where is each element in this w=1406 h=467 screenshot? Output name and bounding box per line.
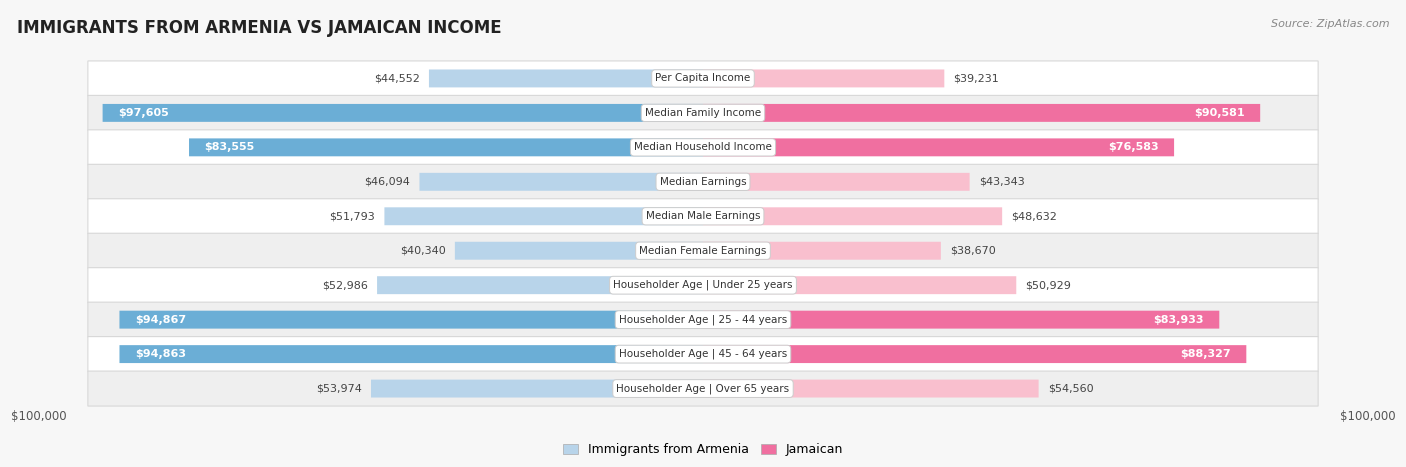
FancyBboxPatch shape [456, 242, 703, 260]
Text: IMMIGRANTS FROM ARMENIA VS JAMAICAN INCOME: IMMIGRANTS FROM ARMENIA VS JAMAICAN INCO… [17, 19, 502, 37]
Text: Median Female Earnings: Median Female Earnings [640, 246, 766, 256]
Text: $100,000: $100,000 [1340, 410, 1395, 423]
FancyBboxPatch shape [384, 207, 703, 225]
Text: Householder Age | Over 65 years: Householder Age | Over 65 years [616, 383, 790, 394]
FancyBboxPatch shape [87, 337, 1319, 372]
FancyBboxPatch shape [87, 268, 1319, 303]
Text: Householder Age | Under 25 years: Householder Age | Under 25 years [613, 280, 793, 290]
Text: Householder Age | 25 - 44 years: Householder Age | 25 - 44 years [619, 314, 787, 325]
Text: Median Earnings: Median Earnings [659, 177, 747, 187]
FancyBboxPatch shape [703, 380, 1039, 397]
Text: $53,974: $53,974 [316, 383, 361, 394]
FancyBboxPatch shape [87, 302, 1319, 337]
FancyBboxPatch shape [703, 345, 1246, 363]
Text: $46,094: $46,094 [364, 177, 411, 187]
Text: $52,986: $52,986 [322, 280, 368, 290]
Text: $94,867: $94,867 [135, 315, 186, 325]
Text: $50,929: $50,929 [1025, 280, 1071, 290]
FancyBboxPatch shape [87, 164, 1319, 199]
FancyBboxPatch shape [87, 95, 1319, 130]
FancyBboxPatch shape [377, 276, 703, 294]
FancyBboxPatch shape [103, 104, 703, 122]
Text: $76,583: $76,583 [1108, 142, 1159, 152]
Text: $90,581: $90,581 [1194, 108, 1244, 118]
Text: $88,327: $88,327 [1180, 349, 1230, 359]
Text: $43,343: $43,343 [979, 177, 1025, 187]
Text: $38,670: $38,670 [950, 246, 995, 256]
FancyBboxPatch shape [703, 70, 945, 87]
FancyBboxPatch shape [703, 138, 1174, 156]
Text: $39,231: $39,231 [953, 73, 1000, 84]
Text: $54,560: $54,560 [1047, 383, 1094, 394]
Text: $40,340: $40,340 [399, 246, 446, 256]
Text: $83,555: $83,555 [204, 142, 254, 152]
Text: $44,552: $44,552 [374, 73, 420, 84]
FancyBboxPatch shape [87, 199, 1319, 234]
FancyBboxPatch shape [87, 61, 1319, 96]
Legend: Immigrants from Armenia, Jamaican: Immigrants from Armenia, Jamaican [558, 439, 848, 461]
FancyBboxPatch shape [429, 70, 703, 87]
FancyBboxPatch shape [703, 207, 1002, 225]
FancyBboxPatch shape [120, 345, 703, 363]
FancyBboxPatch shape [703, 104, 1260, 122]
Text: $51,793: $51,793 [329, 211, 375, 221]
FancyBboxPatch shape [188, 138, 703, 156]
Text: $97,605: $97,605 [118, 108, 169, 118]
FancyBboxPatch shape [703, 173, 970, 191]
FancyBboxPatch shape [703, 242, 941, 260]
Text: Median Family Income: Median Family Income [645, 108, 761, 118]
Text: Householder Age | 45 - 64 years: Householder Age | 45 - 64 years [619, 349, 787, 359]
Text: Median Household Income: Median Household Income [634, 142, 772, 152]
FancyBboxPatch shape [703, 311, 1219, 329]
FancyBboxPatch shape [87, 130, 1319, 165]
Text: Per Capita Income: Per Capita Income [655, 73, 751, 84]
Text: Median Male Earnings: Median Male Earnings [645, 211, 761, 221]
Text: $48,632: $48,632 [1011, 211, 1057, 221]
FancyBboxPatch shape [371, 380, 703, 397]
Text: $83,933: $83,933 [1153, 315, 1204, 325]
FancyBboxPatch shape [419, 173, 703, 191]
FancyBboxPatch shape [703, 276, 1017, 294]
FancyBboxPatch shape [87, 371, 1319, 406]
Text: Source: ZipAtlas.com: Source: ZipAtlas.com [1271, 19, 1389, 28]
Text: $100,000: $100,000 [11, 410, 66, 423]
FancyBboxPatch shape [120, 311, 703, 329]
Text: $94,863: $94,863 [135, 349, 186, 359]
FancyBboxPatch shape [87, 233, 1319, 268]
